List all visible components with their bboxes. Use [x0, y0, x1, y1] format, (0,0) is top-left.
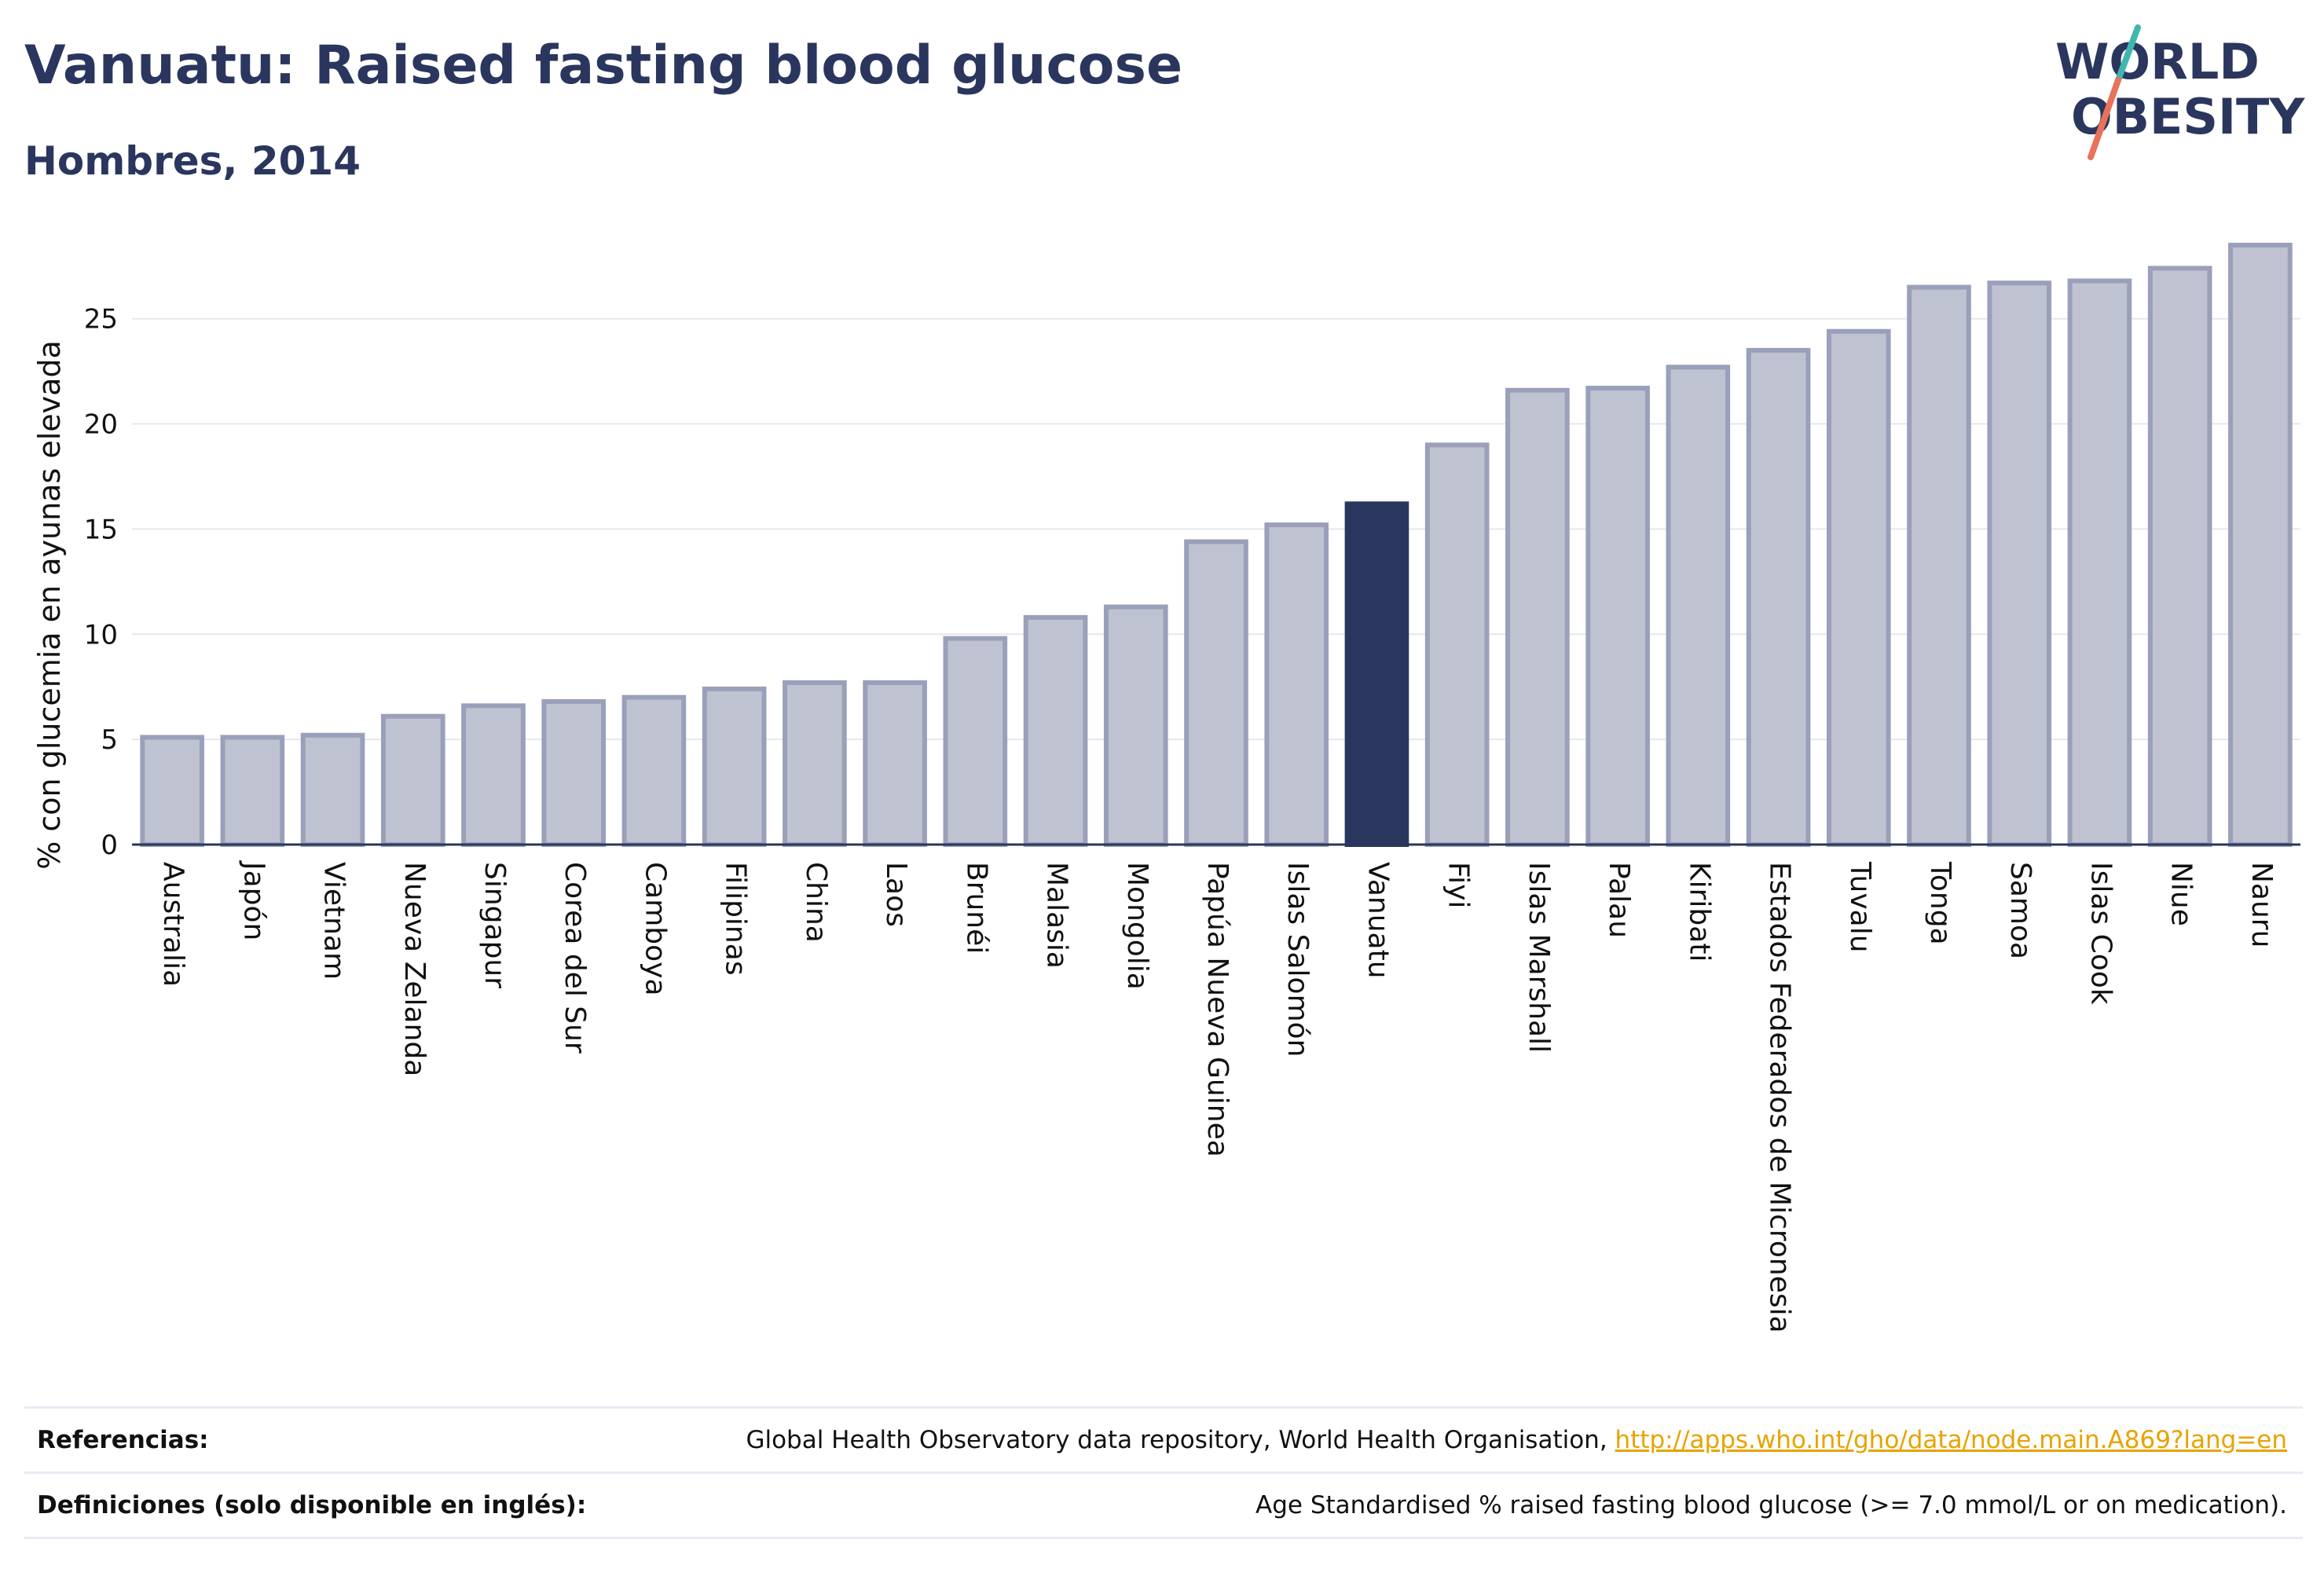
bar-estados-federados-de-micronesia[interactable] — [1746, 347, 1811, 848]
references-value: Global Health Observatory data repositor… — [746, 1426, 2303, 1454]
bar-islas-salom-n[interactable] — [1264, 522, 1329, 847]
x-tick-label: Niue — [2165, 862, 2198, 926]
x-tick-label: Islas Salomón — [1281, 862, 1314, 1057]
bar-australia[interactable] — [140, 735, 204, 847]
bars — [140, 243, 2293, 848]
bar-filipinas[interactable] — [702, 686, 767, 847]
bar-china[interactable] — [783, 680, 847, 847]
x-tick-label: Laos — [880, 862, 912, 927]
bar-niue[interactable] — [2147, 266, 2212, 848]
bar-camboya[interactable] — [621, 695, 687, 847]
bar-nauru[interactable] — [2228, 243, 2293, 847]
bar-vanuatu[interactable] — [1344, 501, 1409, 847]
logo-line1: WORLD — [2055, 33, 2260, 90]
bar-corea-del-sur[interactable] — [541, 698, 607, 847]
x-tick-label: Tuvalu — [1844, 861, 1876, 953]
bar-pap-a-nueva-guinea[interactable] — [1184, 539, 1248, 847]
x-tick-label: Samoa — [2004, 862, 2036, 959]
y-axis-label: % con glucemia en ayunas elevada — [32, 340, 67, 870]
references-label: Referencias: — [37, 1426, 209, 1454]
x-tick-label: China — [800, 862, 832, 943]
bar-islas-cook[interactable] — [2067, 278, 2132, 847]
x-tick-label: Palau — [1603, 862, 1635, 938]
x-tick-label: Brunéi — [960, 862, 992, 954]
bar-malasia[interactable] — [1023, 614, 1088, 847]
y-tick-label: 0 — [101, 830, 118, 861]
bar-tuvalu[interactable] — [1826, 328, 1891, 848]
bar-islas-marshall[interactable] — [1505, 387, 1570, 847]
x-tick-label: Singapur — [478, 862, 511, 988]
definitions-row: Definiciones (solo disponible en inglés)… — [24, 1472, 2303, 1539]
chart-title: Vanuatu: Raised fasting blood glucose — [24, 35, 1183, 97]
x-tick-label: Filipinas — [720, 862, 752, 976]
x-tick-label: Papúa Nueva Guinea — [1201, 862, 1233, 1157]
definitions-text: Age Standardised % raised fasting blood … — [1255, 1491, 2287, 1519]
x-tick-labels: Australia Japón Vietnam Nueva Zelanda Singap… — [157, 860, 2278, 1333]
x-tick-label: Tonga — [1924, 861, 1956, 945]
x-tick-label: Islas Marshall — [1523, 862, 1555, 1053]
logo-slash-bottom — [2088, 77, 2121, 160]
x-tick-label: Estados Federados de Micronesia — [1764, 862, 1796, 1333]
x-tick-label: Nauru — [2245, 862, 2278, 947]
x-tick-label: Malasia — [1041, 862, 1073, 969]
bar-mongolia[interactable] — [1103, 604, 1168, 847]
x-tick-label: Islas Cook — [2084, 862, 2117, 1005]
logo-slash-top — [2115, 24, 2141, 83]
y-tick-label: 20 — [84, 409, 118, 441]
x-tick-label: Camboya — [639, 862, 671, 996]
world-obesity-logo: WORLD OBESITY — [2055, 24, 2305, 160]
bar-samoa[interactable] — [1987, 280, 2052, 848]
bar-tonga[interactable] — [1907, 284, 1971, 847]
y-tick-labels: 0 5 10 15 20 25 — [84, 304, 118, 861]
x-tick-label: Vietnam — [318, 862, 350, 980]
y-tick-label: 25 — [84, 304, 118, 335]
definitions-label: Definiciones (solo disponible en inglés)… — [37, 1491, 587, 1519]
bar-fiyi[interactable] — [1424, 442, 1490, 847]
bar-nueva-zelanda[interactable] — [380, 713, 445, 847]
x-tick-label: Japón — [237, 860, 269, 940]
chart-subtitle: Hombres, 2014 — [24, 138, 361, 184]
bar-kiribati[interactable] — [1666, 365, 1731, 847]
x-tick-label: Vanuatu — [1362, 862, 1394, 979]
x-tick-label: Australia — [157, 862, 189, 987]
x-tick-label: Nueva Zelanda — [398, 862, 431, 1076]
x-tick-label: Mongolia — [1121, 862, 1153, 990]
x-tick-label: Kiribati — [1683, 862, 1715, 962]
bar-palau[interactable] — [1585, 386, 1650, 847]
y-tick-label: 10 — [84, 619, 118, 651]
references-row: Referencias: Global Health Observatory d… — [24, 1406, 2303, 1472]
bar-vietnam[interactable] — [300, 732, 365, 847]
references-link[interactable]: http://apps.who.int/gho/data/node.main.A… — [1615, 1426, 2287, 1454]
references-text: Global Health Observatory data repositor… — [746, 1426, 1607, 1454]
bar-jap-n[interactable] — [220, 735, 285, 847]
y-tick-label: 5 — [101, 724, 118, 756]
bar-laos[interactable] — [863, 680, 927, 847]
bar-singapur[interactable] — [461, 703, 526, 847]
bar-brun-i[interactable] — [943, 636, 1008, 847]
x-tick-label: Fiyi — [1442, 862, 1475, 908]
y-tick-label: 15 — [84, 514, 118, 545]
x-tick-label: Corea del Sur — [559, 862, 591, 1054]
bar-chart: 0 5 10 15 20 25 Australia Japón Vietnam Nueva Ze… — [32, 243, 2300, 1333]
